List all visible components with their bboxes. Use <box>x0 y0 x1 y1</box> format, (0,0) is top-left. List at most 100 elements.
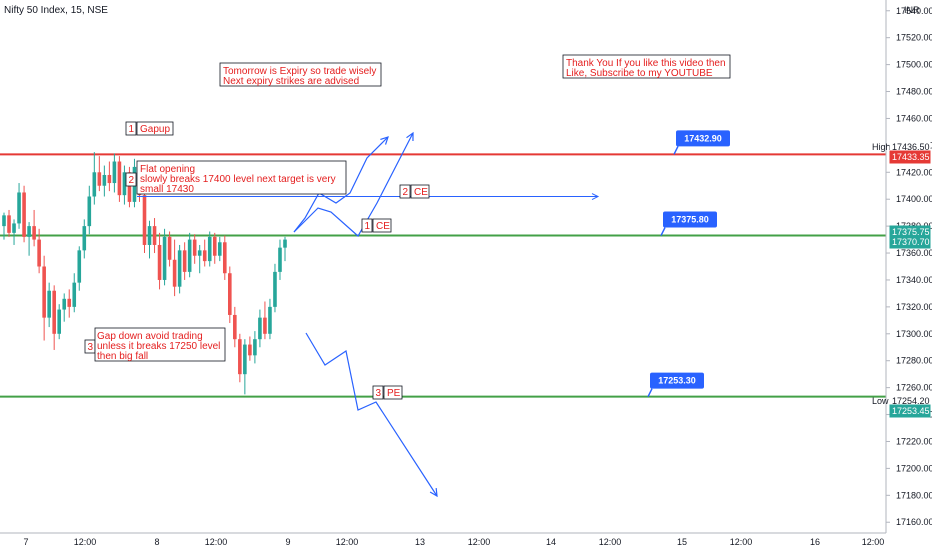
price-marker: High 17436.50 <box>872 140 931 154</box>
symbol-title: Nifty 50 Index, 15, NSE <box>4 5 108 16</box>
candle-body <box>32 226 36 240</box>
price-marker-bg <box>889 235 931 249</box>
candle-body <box>2 215 6 227</box>
price-marker-value: 17253.45 <box>892 406 930 416</box>
flat-note-line: Flat opening <box>140 164 195 175</box>
price-tick-label: 17420.00 <box>896 167 932 177</box>
thanks-note: Thank You If you like this video thenLik… <box>562 54 731 79</box>
candle-body <box>172 259 177 287</box>
candle-body <box>12 223 16 233</box>
price-axis-bg <box>886 0 932 550</box>
gapdown-note-line: then big fall <box>97 351 148 362</box>
flat-note-line: slowly breaks 17400 level next target is… <box>140 174 336 185</box>
candle-body <box>162 236 167 280</box>
candle-body <box>7 215 11 233</box>
time-tick-label: 12:00 <box>336 537 359 547</box>
level-value-tag: 17375.80 <box>660 211 717 236</box>
expiry-note-line: Tomorrow is Expiry so trade wisely <box>223 66 376 77</box>
price-marker-value: 17370.70 <box>892 237 930 247</box>
time-tick-label: 12:00 <box>205 537 228 547</box>
ce2-tag-text-box <box>410 184 430 199</box>
candle-body <box>238 339 242 375</box>
thanks-note-line: Thank You If you like this video then <box>566 58 726 69</box>
arrow-ce-up-left-head <box>380 136 389 145</box>
level-value-tag: 17253.30 <box>647 372 704 397</box>
ce1-tag-text-box <box>372 218 392 233</box>
ce1-tag-num-box <box>361 218 373 233</box>
candle-body <box>107 174 112 184</box>
pe3-tag-num: 3 <box>376 388 382 399</box>
arrow-ce-up-right <box>293 132 414 237</box>
projection-arrows <box>137 131 600 498</box>
candle-body <box>263 317 267 334</box>
candle-body <box>157 244 162 280</box>
candle-body <box>167 236 172 260</box>
price-tick-label: 17540.00 <box>896 6 932 16</box>
time-tick-label: 12:00 <box>730 537 753 547</box>
ce2-tag-num-box <box>399 184 411 199</box>
price-marker-name: High <box>872 142 891 152</box>
gapup-tag-text: Gapup <box>140 124 170 135</box>
candle-body <box>27 226 31 237</box>
candle-body <box>127 172 132 202</box>
time-tick-label: 12:00 <box>74 537 97 547</box>
level-tag-text: 17253.30 <box>658 376 696 386</box>
candle-body <box>97 172 102 186</box>
price-marker-value: 17254.20 <box>892 396 930 406</box>
candle-body <box>233 314 237 340</box>
gapdown-note-line: unless it breaks 17250 level <box>97 341 220 352</box>
candle-body <box>273 271 277 307</box>
level-tag-text: 17432.90 <box>684 133 722 143</box>
gapdown-note-box <box>94 327 226 362</box>
price-axis[interactable]: 17160.0017180.0017200.0017220.0017240.00… <box>868 0 932 550</box>
ce2-tag-num: 2 <box>403 187 409 198</box>
flat-num: 2 <box>125 172 137 187</box>
arrow-pe-down <box>305 332 438 497</box>
candle-body <box>182 250 187 272</box>
arrow-pe-down-head <box>429 487 438 498</box>
arrow-ce-up-right-head <box>406 131 414 142</box>
level-tag-pointer <box>660 227 666 236</box>
price-tick-label: 17400.00 <box>896 194 932 204</box>
price-marker: 17370.70 <box>889 235 931 249</box>
thanks-note-box <box>562 54 731 79</box>
candle-body <box>122 172 127 196</box>
flat-num-num: 2 <box>129 175 135 186</box>
candle-body <box>37 239 41 267</box>
price-tick-label: 17180.00 <box>896 490 932 500</box>
candle-body <box>87 196 92 227</box>
currency-label: INR <box>904 5 920 15</box>
candle-body <box>112 161 117 184</box>
flat-num-num-box <box>125 172 137 187</box>
candle-body <box>278 247 282 272</box>
gapup-tag-num: 1 <box>129 124 135 135</box>
candle-body <box>67 298 72 307</box>
price-marker: 17433.35 <box>889 150 931 164</box>
gapdown-num-num: 3 <box>88 342 94 353</box>
price-tick-label: 17280.00 <box>896 356 932 366</box>
candle-body <box>72 282 77 307</box>
level-tag-bg <box>650 372 704 389</box>
horizontal-levels <box>0 153 886 398</box>
flat-note-line: small 17430 <box>140 184 194 195</box>
price-marker-value: 17433.35 <box>892 152 930 162</box>
gapup-tag-num-box <box>125 121 137 136</box>
level-tag-text: 17375.80 <box>671 215 709 225</box>
expiry-note-box <box>219 62 382 87</box>
price-tick-label: 17480.00 <box>896 87 932 97</box>
price-marker-bg <box>889 404 931 418</box>
candle-body <box>212 236 217 256</box>
price-marker-name: Low <box>872 396 889 406</box>
time-axis[interactable]: 7 12:00 8 12:00 9 12:00 13 12:00 14 12:00 15 12:00 1… <box>0 532 932 550</box>
candle-body <box>42 266 46 318</box>
candle-body <box>82 226 87 251</box>
ce1-tag-text: CE <box>376 221 390 232</box>
candle-body <box>192 239 197 256</box>
candle-body <box>52 290 56 334</box>
thanks-note-line: Like, Subscribe to my YOUTUBE <box>566 68 713 79</box>
gapdown-num: 3 <box>84 339 96 354</box>
